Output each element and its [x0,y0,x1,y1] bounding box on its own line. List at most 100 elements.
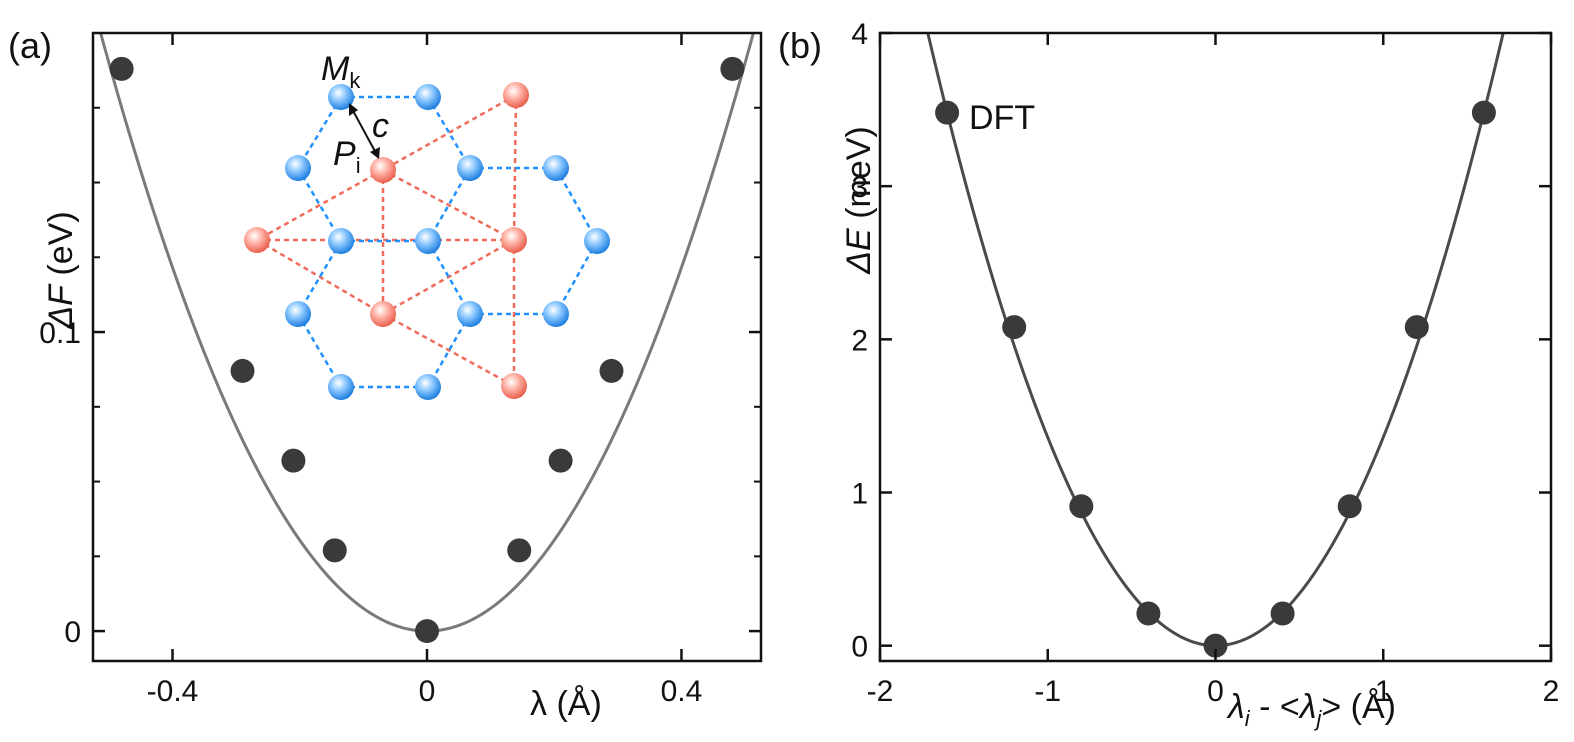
x-tick-label: -1 [1034,675,1061,708]
metal-atom [415,228,441,254]
data-point [109,56,134,81]
panel-b-ylabel-symbol: ΔE [840,228,878,275]
x-tick-label: -2 [867,675,894,708]
panel-b-points [935,100,1496,658]
y-tick-label: 1 [851,478,868,511]
metal-bond [426,96,472,169]
metal-atom [457,301,483,327]
panel-a-points [109,56,745,644]
metal-atom [328,374,354,400]
pad-bond [382,168,515,242]
x-tick-label: 0 [1207,675,1224,708]
metal-atom [415,84,441,110]
lattice-atoms [244,82,610,400]
panel-a-ylabel-unit: (eV) [42,211,80,275]
pad-bond [256,168,384,242]
metal-atom [285,301,311,327]
data-point [1069,494,1094,519]
pad-atom [370,157,396,183]
panel-b-xlabel-sub-j: j [1313,706,1322,731]
panel-b-xlabel-end: > (Å) [1321,688,1396,726]
data-point [322,538,347,563]
y-tick-label: 3 [851,171,868,204]
y-tick-label: 4 [851,18,868,51]
metal-atom [285,155,311,181]
panel-a-frame [91,31,763,663]
panel-a-xlabel: λ (Å) [530,685,602,723]
metal-bond [554,240,599,315]
panel-b-xlabel-mid: - < [1250,688,1300,726]
y-tick-label: 2 [851,324,868,357]
panel-a-plot: Mk Pi c -0.4 0 0.4 0 0.1 λ (Å) ΔF (eV) [39,31,763,723]
panel-b-label: (b) [778,25,822,66]
data-point [507,538,532,563]
metal-label: Mk [321,50,361,93]
metal-atom [543,301,569,327]
data-point [720,56,745,81]
data-point [1471,100,1496,125]
metal-atom [584,228,610,254]
data-point [935,100,960,125]
panel-b-legend: DFT [969,99,1035,137]
panel-a-ylabel-symbol: ΔF [42,283,80,330]
data-point [1337,494,1362,519]
data-point [548,448,573,473]
pad-bond [256,238,384,316]
metal-bond [296,96,343,169]
panel-a-ylabel: ΔF (eV) [42,211,80,329]
metal-label-symbol: M [321,50,350,88]
data-point [1203,633,1228,658]
x-tick-label: 0.4 [661,675,703,708]
lattice-bonds [256,93,599,389]
pad-atom [501,373,527,399]
metal-atom [457,155,483,181]
data-point [1270,601,1295,626]
y-tick-label: 0 [64,616,81,649]
x-tick-label: 1 [1375,675,1392,708]
x-tick-label: -0.4 [147,675,199,708]
pad-bond [382,238,515,316]
pad-atom [370,301,396,327]
panel-b-fit-layer [926,33,1505,648]
panel-a-label: (a) [8,25,52,66]
data-point [599,358,624,383]
data-point [281,448,306,473]
fit-curve [926,33,1505,648]
data-point [1136,601,1161,626]
distance-arrow [349,103,380,159]
panel-b-xlabel-sub-i: i [1245,706,1251,731]
metal-bond [554,167,599,242]
panel-b-xlabel-lambda-i: λ [1226,688,1245,726]
pad-atom [501,227,527,253]
pad-label-sub: i [356,153,361,178]
distance-label: c [372,107,389,145]
panel-b-xlabel: λi - <λj> (Å) [1226,688,1396,731]
metal-atom [328,228,354,254]
data-point [1002,315,1027,340]
metal-atom [543,155,569,181]
y-tick-label: 0 [851,631,868,664]
pad-bond [382,312,515,388]
panel-b-ticks: -2 -1 0 1 2 0 1 2 3 4 [851,18,1559,708]
data-point [1404,315,1429,340]
panel-b-xlabel-lambda-j: λ [1298,688,1317,726]
data-point [230,358,255,383]
x-tick-label: 2 [1543,675,1560,708]
panel-b-ylabel-unit: (meV) [840,126,878,219]
metal-atom [415,374,441,400]
panel-a-ticks: -0.4 0 0.4 0 0.1 [39,33,761,708]
pad-label-symbol: P [333,135,356,173]
pad-bond [382,93,517,172]
pad-atom [244,227,270,253]
y-tick-label: 0.1 [39,317,81,350]
pad-label: Pi [333,135,361,178]
data-point [415,619,439,644]
metal-atom [328,84,354,110]
pad-atom [503,82,529,108]
lattice-inset: Mk Pi c [244,50,610,400]
x-tick-label: 0 [419,675,436,708]
panel-b-ylabel: ΔE (meV) [840,126,878,275]
metal-label-sub: k [349,68,361,93]
